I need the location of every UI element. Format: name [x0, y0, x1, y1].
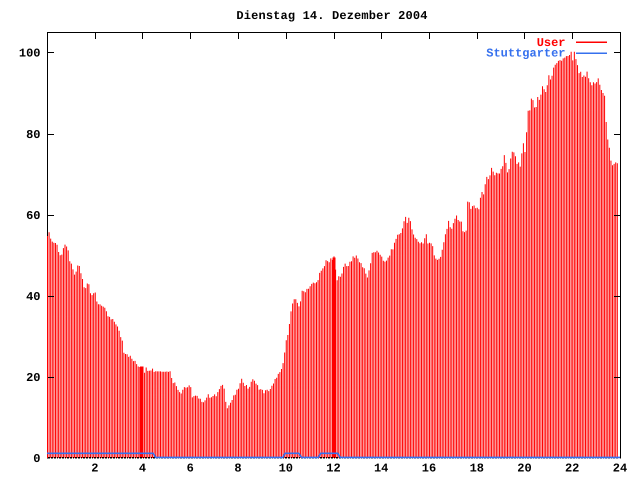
svg-text:20: 20 [26, 371, 40, 385]
svg-text:User: User [537, 36, 566, 50]
svg-text:2: 2 [91, 462, 98, 476]
svg-text:100: 100 [19, 47, 41, 61]
svg-text:14: 14 [374, 462, 388, 476]
svg-text:60: 60 [26, 209, 40, 223]
svg-text:6: 6 [187, 462, 194, 476]
svg-text:Stuttgarter: Stuttgarter [486, 46, 565, 60]
svg-text:24: 24 [613, 462, 627, 476]
svg-text:8: 8 [234, 462, 241, 476]
svg-text:0: 0 [33, 452, 40, 466]
svg-text:40: 40 [26, 290, 40, 304]
svg-text:12: 12 [326, 462, 340, 476]
svg-text:20: 20 [517, 462, 531, 476]
svg-text:80: 80 [26, 128, 40, 142]
svg-text:22: 22 [565, 462, 579, 476]
svg-text:18: 18 [470, 462, 484, 476]
svg-text:Dienstag 14. Dezember 2004: Dienstag 14. Dezember 2004 [236, 9, 427, 23]
svg-text:4: 4 [139, 462, 146, 476]
svg-text:10: 10 [279, 462, 293, 476]
svg-text:16: 16 [422, 462, 436, 476]
